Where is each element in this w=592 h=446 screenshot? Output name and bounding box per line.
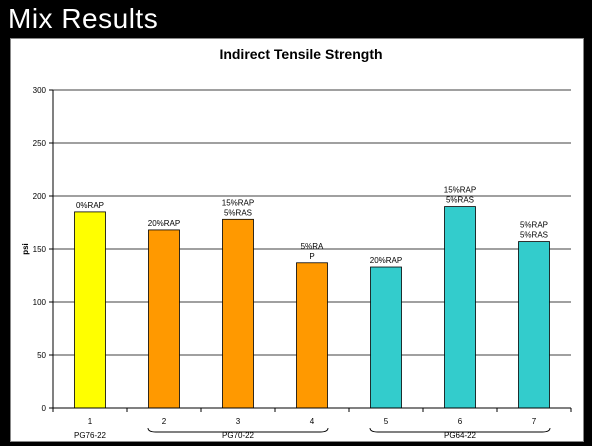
y-tick-label: 200: [33, 192, 47, 201]
bar-4: [296, 262, 328, 409]
group-label: PG70-22: [222, 431, 255, 440]
slide-title: Mix Results: [8, 3, 159, 34]
bar-label: 15%RAP: [444, 186, 476, 195]
x-tick-label: 6: [458, 417, 463, 426]
bar-label: 5%RAS: [224, 208, 252, 217]
y-tick-label: 250: [33, 139, 47, 148]
group-label: PG64-22: [444, 431, 477, 440]
bar-label: P: [309, 252, 314, 261]
bar-5: [370, 266, 402, 409]
bar-3: [222, 218, 254, 409]
bar-2: [148, 229, 180, 409]
y-tick-label: 0: [42, 404, 47, 413]
bar-label: 15%RAP: [222, 198, 254, 207]
group-label: PG76-22: [74, 431, 107, 440]
x-tick-label: 1: [88, 417, 93, 426]
x-tick-label: 2: [162, 417, 167, 426]
bar-label: 20%RAP: [148, 219, 180, 228]
bar-label: 0%RAP: [76, 201, 104, 210]
x-tick-label: 3: [236, 417, 241, 426]
group-brace: [147, 427, 329, 433]
x-tick-label: 4: [310, 417, 315, 426]
y-tick-label: 150: [33, 245, 47, 254]
y-tick-label: 100: [33, 298, 47, 307]
y-axis-label: psi: [21, 243, 30, 255]
chart-title: Indirect Tensile Strength: [219, 46, 382, 62]
bar-6: [444, 206, 476, 409]
bar-label: 5%RAS: [446, 196, 474, 205]
bar-7: [518, 241, 550, 409]
bar-label: 5%RAS: [520, 231, 548, 240]
chart-frame: Indirect Tensile Strength 0 50 100 150 200 250…: [10, 38, 584, 442]
bar-label: 5%RAP: [520, 221, 548, 230]
x-tick-label: 7: [532, 417, 537, 426]
x-tick-label: 5: [384, 417, 389, 426]
bar-label: 20%RAP: [370, 256, 402, 265]
y-tick-label: 300: [33, 86, 47, 95]
bar-1: [74, 211, 106, 409]
y-tick-label: 50: [37, 351, 46, 360]
bar-chart: Indirect Tensile Strength050100150200250…: [21, 46, 572, 440]
group-brace: [369, 427, 551, 433]
bar-label: 5%RA: [301, 242, 324, 251]
